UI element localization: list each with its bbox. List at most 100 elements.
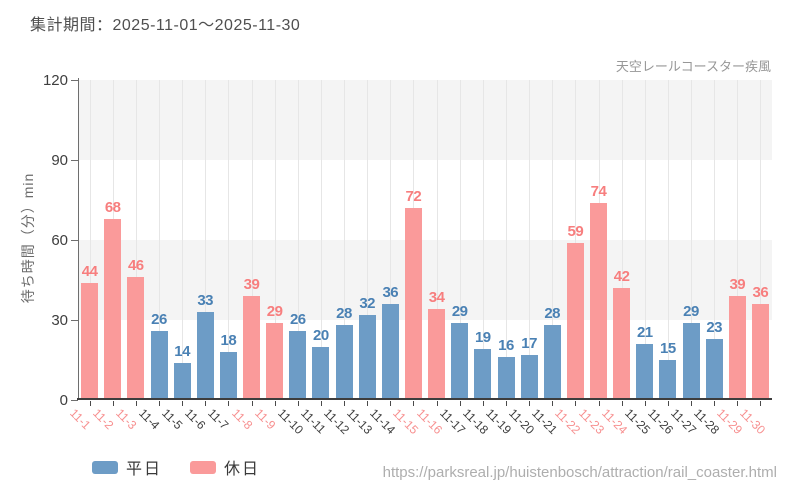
y-tick-label: 90 [51,152,68,169]
holiday-swatch [190,460,217,474]
x-tick [182,401,184,406]
bar-11-11 [312,346,330,400]
y-tick [71,320,78,321]
bar-value-label: 39 [729,276,746,293]
x-tick-label: 11-8 [228,406,255,433]
attraction-name-label: 天空レールコースター疾風 [615,59,771,74]
x-axis-line [77,398,772,400]
bar-value-label: 14 [174,342,190,360]
y-tick-label: 0 [59,392,68,409]
bar-value-label: 18 [220,332,237,349]
gridline-vertical [506,80,507,400]
gridline-vertical [667,80,669,400]
bar-value-label: 29 [266,302,283,320]
bar-value-label: 46 [127,257,144,275]
legend-item-holiday[interactable]: 休日 [190,455,260,479]
legend-item-weekday[interactable]: 平日 [92,455,162,479]
bar-value-label: 32 [359,294,376,312]
x-tick [390,401,392,406]
bar-value-label: 68 [104,198,121,216]
x-tick [89,401,91,406]
x-tick [413,401,415,406]
bar-value-label: 29 [451,302,468,320]
bar-11-15 [404,208,422,400]
y-tick-label: 60 [51,232,68,249]
bar-value-label: 21 [636,324,653,341]
weekday-swatch [92,460,118,474]
bar-11-17 [451,322,469,400]
x-tick-label: 11-26 [644,406,676,437]
bar-11-19 [497,357,515,400]
bar-11-26 [659,360,677,400]
bar-value-label: 36 [752,284,769,301]
aggregation-period-title: 集計期間：2025-11-01～2025-11-30 [30,17,301,34]
bar-11-22 [566,242,584,400]
legend: 平日 休日 [92,455,260,479]
bar-value-label: 42 [613,268,630,285]
bar-value-label: 20 [313,326,329,344]
bar-value-label: 36 [382,284,399,301]
y-tick [71,240,78,241]
x-tick [482,401,484,406]
bar-value-label: 26 [151,310,167,328]
x-tick-label: 11-15 [390,406,422,437]
x-tick [274,401,276,406]
x-tick [344,401,345,406]
gridline-vertical [529,80,531,400]
grid-band-90-120 [78,80,772,160]
gridline-vertical [205,80,207,400]
gridline-vertical [344,80,345,400]
x-tick [737,401,739,406]
gridline-vertical [89,80,91,400]
x-tick-label: 11-7 [205,406,232,433]
bar-value-label: 39 [243,276,260,293]
y-tick-label: 30 [51,312,68,329]
x-tick-label: 11-1 [66,406,93,433]
grid-band-30-60 [78,240,772,320]
bar-value-label: 74 [590,182,607,200]
gridline-vertical [274,80,276,400]
x-tick-label: 11-10 [274,406,306,437]
x-tick-label: 11-3 [112,406,140,433]
gridline-vertical [182,80,184,400]
x-tick-label: 11-17 [436,406,468,437]
y-axis-line [78,78,79,400]
x-tick [644,401,646,406]
plot-area: 44 68 46 26 14 33 18 39 29 26 20 28 32 36 72 34 29 19 16 17… [67,78,772,437]
gridline-vertical [297,80,299,400]
x-tick [205,401,207,406]
bar-value-label: 28 [544,305,561,323]
x-tick [228,401,230,406]
bar-11-12 [335,325,353,400]
bar-value-label: 34 [428,289,445,307]
gridline-vertical [621,80,623,400]
bar-11-8 [243,296,260,400]
bar-11-14 [381,304,399,400]
x-tick-label: 11-30 [737,406,769,437]
gridline-vertical [737,80,739,400]
x-tick [159,401,160,406]
bar-11-20 [520,354,538,400]
bar-11-9 [266,322,284,400]
x-tick [135,401,137,406]
gridline-vertical [714,80,716,400]
bar-value-label: 16 [498,337,514,355]
bar-11-3 [127,277,145,400]
x-tick-label: 11-11 [297,406,329,437]
bar-11-2 [104,218,122,400]
x-tick [714,401,716,406]
x-tick [529,401,531,406]
x-tick [112,401,114,406]
bar-11-7 [219,352,237,400]
bar-11-24 [613,288,631,400]
bar-11-29 [728,296,746,400]
x-tick-label: 11-25 [621,406,653,437]
y-tick [71,160,78,161]
gridline-vertical [691,80,692,400]
bar-11-23 [590,202,607,400]
bar-value-label: 72 [405,188,422,205]
gridline-vertical [135,80,137,400]
gridline-vertical [760,80,762,400]
x-tick [598,401,600,406]
